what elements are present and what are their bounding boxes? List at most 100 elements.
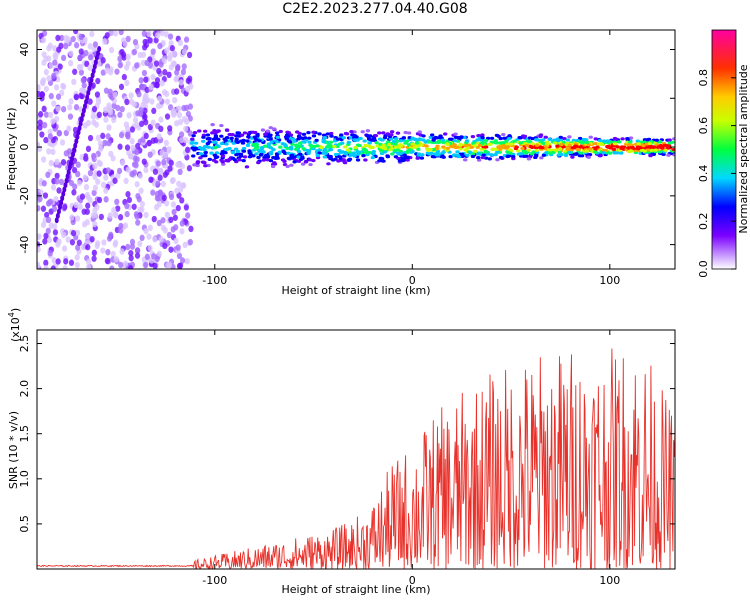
heatmap-cell	[48, 92, 54, 100]
heatmap-cell	[258, 153, 264, 157]
heatmap-cell	[465, 146, 470, 150]
heatmap-cell	[148, 176, 154, 183]
heatmap-cell	[87, 98, 93, 105]
heatmap-cell	[284, 137, 290, 141]
heatmap-cell	[458, 147, 463, 151]
heatmap-cell	[265, 129, 271, 133]
heatmap-cell	[65, 236, 71, 243]
heatmap-cell	[507, 148, 512, 152]
heatmap-cell	[224, 142, 229, 146]
heatmap-cell	[274, 131, 280, 135]
heatmap-cell	[216, 137, 221, 142]
heatmap-cell	[459, 135, 464, 139]
heatmap-cell	[241, 146, 247, 151]
heatmap-cell	[211, 137, 217, 141]
heatmap-cell	[506, 154, 511, 158]
heatmap-cell	[68, 259, 75, 266]
heatmap-cell	[558, 147, 563, 151]
heatmap-cell	[559, 142, 564, 147]
heatmap-cell	[282, 159, 287, 163]
heatmap-cell	[362, 139, 367, 143]
heatmap-cell	[636, 145, 641, 149]
heatmap-cell	[379, 138, 385, 142]
heatmap-cell	[118, 30, 124, 36]
heatmap-cell	[180, 182, 186, 189]
heatmap-cell	[93, 121, 100, 128]
heatmap-cell	[63, 258, 69, 265]
heatmap-cell	[83, 183, 90, 191]
heatmap-cell	[438, 134, 443, 138]
heatmap-cell	[145, 96, 151, 104]
heatmap-cell	[48, 111, 54, 119]
heatmap-cell	[386, 142, 392, 147]
heatmap-cell	[177, 168, 183, 176]
heatmap-cell	[343, 152, 349, 156]
heatmap-cell	[177, 262, 184, 269]
heatmap-cell	[470, 135, 476, 139]
heatmap-cell	[73, 93, 80, 101]
heatmap-cell	[425, 151, 431, 155]
heatmap-cell	[587, 147, 593, 151]
heatmap-cell	[37, 145, 43, 152]
heatmap-cell	[166, 71, 172, 79]
heatmap-cell	[150, 48, 156, 55]
heatmap-cell	[108, 46, 115, 54]
heatmap-cell	[212, 146, 218, 150]
heatmap-cell	[54, 84, 60, 91]
heatmap-cell	[147, 224, 153, 232]
heatmap-cell	[79, 193, 86, 200]
snr-xtick-label: 0	[409, 574, 416, 587]
heatmap-cell	[195, 160, 201, 164]
heatmap-cell	[514, 145, 519, 149]
heatmap-cell	[507, 136, 512, 141]
heatmap-cell	[179, 131, 185, 138]
heatmap-cell	[97, 160, 104, 168]
heatmap-cell	[256, 161, 261, 165]
heatmap-cell	[467, 143, 472, 147]
heatmap-cell	[377, 131, 382, 135]
heatmap-cell	[105, 133, 111, 140]
heatmap-cell	[81, 208, 87, 215]
heatmap-cell	[504, 142, 509, 146]
heatmap-cell	[97, 145, 104, 153]
heatmap-cell	[611, 147, 617, 151]
heatmap-cell	[290, 155, 296, 159]
heatmap-cell	[285, 164, 290, 169]
heatmap-cell	[232, 158, 237, 162]
heatmap-cell	[207, 140, 212, 144]
heatmap-cell	[95, 178, 101, 185]
heatmap-cell	[487, 157, 492, 161]
heatmap-cell	[114, 68, 120, 75]
heatmap-cell	[477, 143, 483, 147]
heatmap-cell	[37, 90, 41, 98]
heatmap-cell	[186, 165, 192, 172]
heatmap-cell	[173, 224, 179, 231]
heatmap-cell	[95, 134, 101, 142]
heatmap-cell	[388, 148, 393, 152]
heatmap-ytick-label: -20	[18, 187, 31, 205]
heatmap-cell	[427, 140, 432, 144]
heatmap-cell	[108, 69, 114, 76]
heatmap-cell	[151, 215, 157, 223]
heatmap-cell	[190, 146, 195, 150]
heatmap-cell	[103, 196, 109, 203]
heatmap-cell	[192, 131, 198, 135]
heatmap-cell	[85, 119, 91, 127]
heatmap-cell	[355, 158, 361, 162]
heatmap-cell	[483, 145, 489, 149]
heatmap-cell	[75, 161, 81, 168]
heatmap-cell	[317, 132, 322, 136]
heatmap-cell	[420, 153, 425, 157]
heatmap-cell	[38, 111, 44, 118]
heatmap-cell	[118, 261, 124, 269]
heatmap-cell	[177, 39, 183, 47]
heatmap-cell	[662, 143, 668, 147]
heatmap-cell	[575, 147, 581, 151]
heatmap-cell	[328, 154, 333, 159]
heatmap-cell	[370, 151, 376, 156]
heatmap-cell	[83, 49, 89, 57]
heatmap-cell	[146, 233, 152, 240]
heatmap-cell	[90, 212, 96, 219]
heatmap-cell	[96, 196, 103, 204]
heatmap-cell	[73, 201, 79, 209]
